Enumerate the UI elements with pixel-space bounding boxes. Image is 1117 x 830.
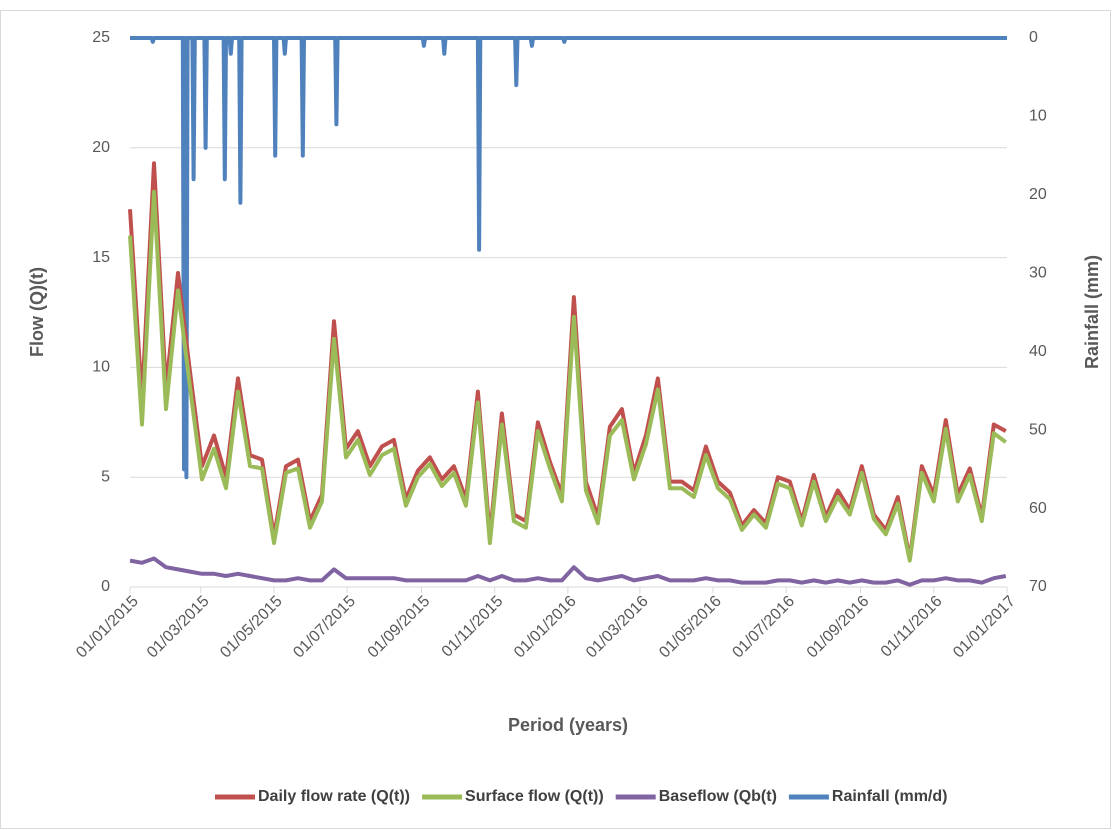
y2-tick-label: 70 [1029, 578, 1047, 595]
y-axis-title: Flow (Q)(t) [27, 267, 47, 357]
y2-tick-label: 0 [1029, 29, 1038, 46]
y-tick-label: 25 [92, 29, 110, 46]
y-tick-label: 0 [101, 578, 110, 595]
y-tick-label: 5 [101, 468, 110, 485]
y-tick-label: 15 [92, 249, 110, 266]
legend-label: Daily flow rate (Q(t)) [258, 788, 410, 805]
y-tick-label: 10 [92, 359, 110, 376]
legend-label: Rainfall (mm/d) [832, 788, 948, 805]
y2-axis-title: Rainfall (mm) [1082, 255, 1102, 369]
y2-tick-label: 40 [1029, 343, 1047, 360]
x-axis-title: Period (years) [508, 715, 628, 735]
y2-tick-label: 30 [1029, 265, 1047, 282]
y2-tick-label: 60 [1029, 500, 1047, 517]
y2-tick-label: 20 [1029, 186, 1047, 203]
legend-label: Baseflow (Qb(t) [659, 788, 777, 805]
series-line [129, 556, 1007, 587]
legend-label: Surface flow (Q(t)) [465, 788, 604, 805]
y2-tick-label: 10 [1029, 108, 1047, 125]
series-line [130, 36, 1007, 480]
y-tick-label: 20 [92, 139, 110, 156]
series-line [128, 189, 1007, 563]
y2-tick-label: 50 [1029, 421, 1047, 438]
